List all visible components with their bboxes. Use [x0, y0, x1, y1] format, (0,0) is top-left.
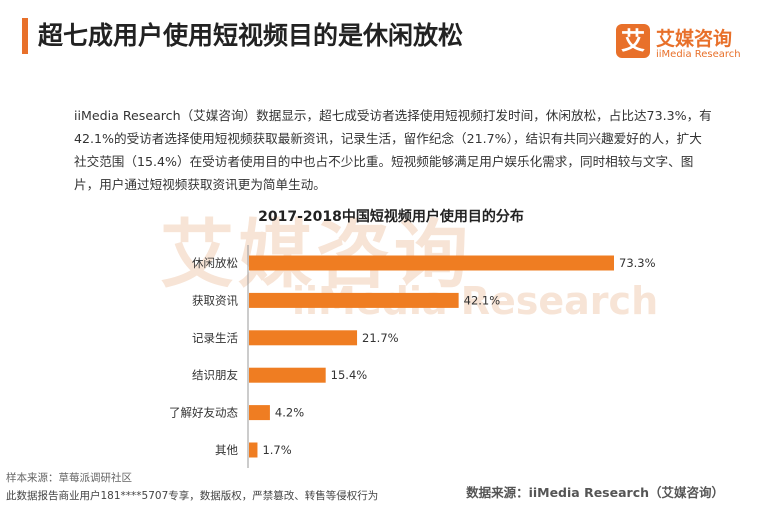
bar [249, 367, 326, 383]
category-label: 获取资讯 [192, 293, 238, 307]
data-label: 15.4% [331, 368, 368, 382]
category-label: 了解好友动态 [169, 406, 238, 420]
bar [249, 255, 614, 271]
data-label: 21.7% [362, 331, 399, 345]
page-title: 超七成用户使用短视频目的是休闲放松 [38, 21, 464, 50]
bar [249, 292, 459, 308]
logo-mark-icon: 艾 [616, 24, 650, 58]
category-label: 结识朋友 [192, 368, 238, 382]
data-label: 42.1% [464, 293, 501, 307]
category-label: 休闲放松 [192, 256, 238, 270]
brand-logo: 艾 艾媒咨询 iiMedia Research [616, 18, 774, 64]
logo-name-en: iiMedia Research [656, 49, 741, 60]
chart-title: 2017-2018中国短视频用户使用目的分布 [258, 209, 524, 225]
footer-copyright: 此数据报告商业用户181****5707专享，数据版权，严禁篡改、转售等侵权行为 [6, 490, 379, 502]
bar [249, 330, 358, 346]
data-label: 1.7% [262, 443, 291, 457]
footer-sample-source: 样本来源：草莓派调研社区 [6, 472, 132, 484]
bar [249, 442, 258, 458]
title-accent-bar [22, 18, 28, 54]
intro-paragraph: iiMedia Research（艾媒咨询）数据显示，超七成受访者选择使用短视频… [74, 108, 712, 192]
watermark-cn: 艾媒咨询 [160, 212, 472, 298]
category-label: 其他 [215, 443, 238, 457]
category-label: 记录生活 [192, 331, 238, 345]
logo-name-cn: 艾媒咨询 [656, 28, 733, 50]
data-label: 73.3% [619, 256, 656, 270]
bar [249, 405, 270, 421]
footer-data-source: 数据来源：iiMedia Research（艾媒咨询） [466, 485, 724, 500]
data-label: 4.2% [275, 406, 304, 420]
